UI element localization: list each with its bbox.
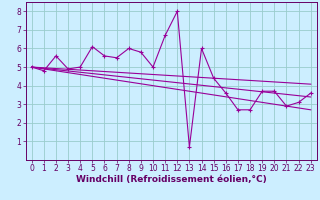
X-axis label: Windchill (Refroidissement éolien,°C): Windchill (Refroidissement éolien,°C) (76, 175, 267, 184)
